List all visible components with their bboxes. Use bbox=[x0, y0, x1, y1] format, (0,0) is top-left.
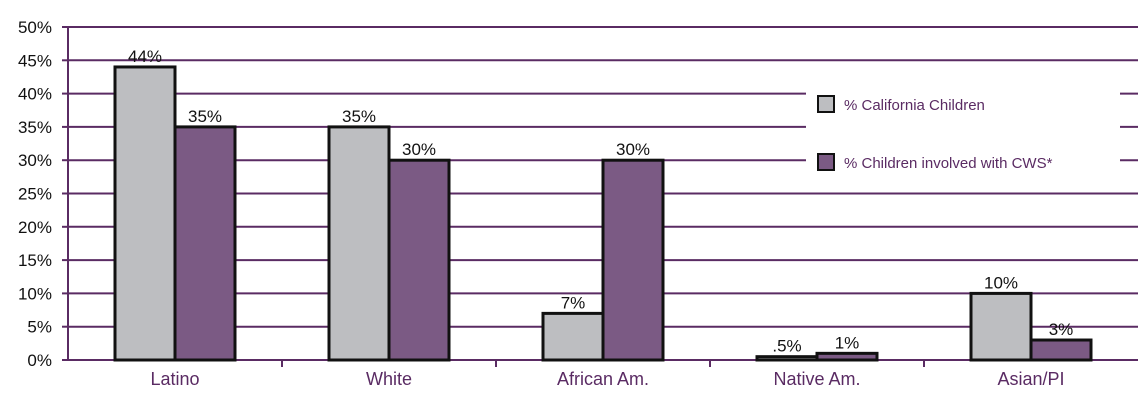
y-tick-label: 5% bbox=[27, 318, 52, 337]
legend-label-california: % California Children bbox=[844, 97, 985, 114]
legend-label-cws: % Children involved with CWS* bbox=[844, 155, 1053, 172]
data-label-cws-4: 3% bbox=[1049, 320, 1074, 339]
legend-swatch-california bbox=[817, 95, 835, 113]
data-label-cws-1: 30% bbox=[402, 140, 436, 159]
category-label: Latino bbox=[150, 369, 199, 389]
y-tick-label: 35% bbox=[18, 118, 52, 137]
bar-california-1 bbox=[327, 125, 391, 362]
data-labels: 44% 35% 35% 30% 7% 30% .5% 1% 10% 3% bbox=[128, 47, 1073, 356]
category-label: White bbox=[366, 369, 412, 389]
data-label-california-4: 10% bbox=[984, 273, 1018, 292]
category-label: Asian/PI bbox=[997, 369, 1064, 389]
legend: % California Children % Children involve… bbox=[806, 82, 1120, 184]
category-label: Native Am. bbox=[773, 369, 860, 389]
y-tick-label: 30% bbox=[18, 151, 52, 170]
bar-cws-4 bbox=[1029, 338, 1093, 362]
y-tick-label: 40% bbox=[18, 85, 52, 104]
legend-swatch-cws bbox=[817, 153, 835, 171]
bar-cws-3 bbox=[815, 351, 879, 362]
bar-california-2 bbox=[541, 311, 605, 362]
data-label-california-3: .5% bbox=[772, 337, 801, 356]
bar-cws-0 bbox=[173, 125, 237, 362]
y-tick-label: 10% bbox=[18, 284, 52, 303]
data-label-cws-0: 35% bbox=[188, 107, 222, 126]
bar-cws-1 bbox=[387, 158, 451, 362]
bar-california-4 bbox=[969, 291, 1033, 362]
y-tick-label: 0% bbox=[27, 351, 52, 370]
data-label-california-0: 44% bbox=[128, 47, 162, 66]
y-tick-label: 25% bbox=[18, 185, 52, 204]
data-label-california-2: 7% bbox=[561, 293, 586, 312]
data-label-cws-3: 1% bbox=[835, 333, 860, 352]
y-tick-label: 20% bbox=[18, 218, 52, 237]
bar-california-0 bbox=[113, 65, 177, 362]
bar-california-3 bbox=[755, 355, 819, 362]
category-label: African Am. bbox=[557, 369, 649, 389]
y-tick-label: 15% bbox=[18, 251, 52, 270]
y-tick-label: 50% bbox=[18, 18, 52, 37]
bars bbox=[113, 65, 1093, 362]
legend-background bbox=[806, 82, 1120, 184]
y-tick-label: 45% bbox=[18, 51, 52, 70]
data-label-cws-2: 30% bbox=[616, 140, 650, 159]
data-label-california-1: 35% bbox=[342, 107, 376, 126]
bar-cws-2 bbox=[601, 158, 665, 362]
